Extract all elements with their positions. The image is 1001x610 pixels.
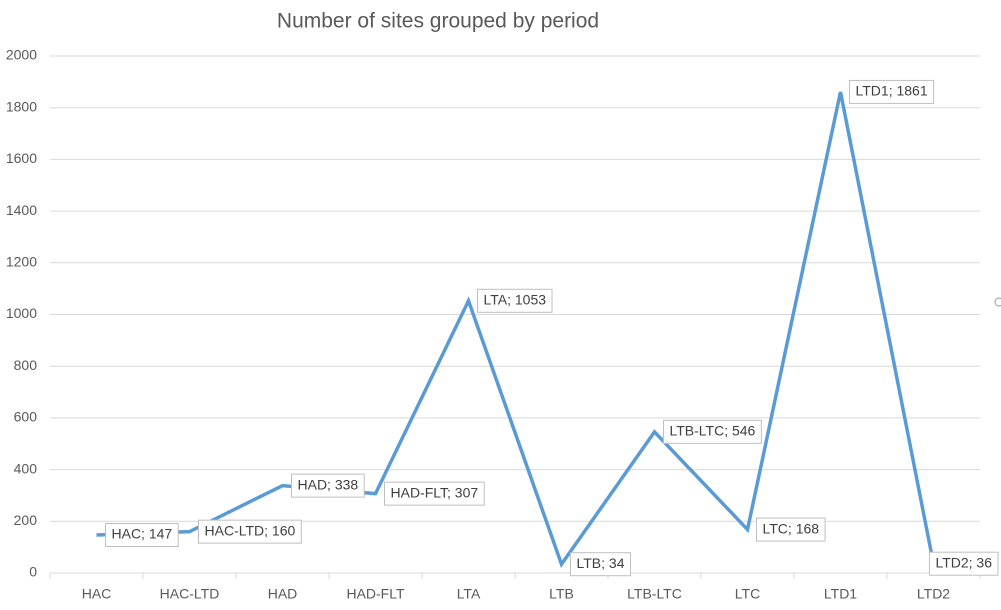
data-label-text: LTB-LTC; 546 <box>670 423 756 439</box>
y-tick-label: 200 <box>14 512 38 528</box>
data-label-text: HAC; 147 <box>112 526 173 542</box>
data-label-box <box>928 551 999 576</box>
x-tick-label: LTC <box>735 586 760 602</box>
data-label: LTA; 1053 <box>477 288 553 313</box>
y-tick-label: 2000 <box>6 47 37 63</box>
y-tick-label: 400 <box>14 460 38 476</box>
x-tick-label: HAD-FLT <box>346 586 405 602</box>
y-tick-label: 1200 <box>6 254 37 270</box>
data-label-text: LTD2; 36 <box>935 554 992 570</box>
data-label: HAD-FLT; 307 <box>384 481 485 506</box>
x-tick-label: LTB <box>549 586 574 602</box>
data-label-box <box>477 288 553 313</box>
data-label: HAD; 338 <box>291 473 365 498</box>
y-tick-label: 1400 <box>6 202 37 218</box>
data-label-box <box>663 419 762 444</box>
x-tick-label: LTD2 <box>917 586 950 602</box>
y-tick-label: 1800 <box>6 98 37 114</box>
resize-handle[interactable] <box>994 297 1001 307</box>
data-label: LTC; 168 <box>756 517 826 542</box>
x-tick-label: HAC-LTD <box>160 586 220 602</box>
data-label-box <box>291 473 365 498</box>
data-line <box>96 91 936 568</box>
data-label-text: LTC; 168 <box>763 520 820 536</box>
y-tick-label: 1000 <box>6 305 37 321</box>
chart-title: Number of sites grouped by period <box>277 10 599 33</box>
y-tick-label: 1600 <box>6 150 37 166</box>
y-tick-label: 0 <box>29 564 37 580</box>
x-tick-label: LTD1 <box>824 586 857 602</box>
data-label: LTD1; 1861 <box>849 79 935 104</box>
x-tick-label: HAC <box>82 586 112 602</box>
data-label-text: LTB; 34 <box>577 555 625 571</box>
data-label-text: HAC-LTD; 160 <box>205 522 296 538</box>
y-tick-label: 800 <box>14 357 38 373</box>
data-label: HAC-LTD; 160 <box>198 519 302 544</box>
data-label-box <box>756 517 826 542</box>
data-label-box <box>105 523 179 548</box>
data-label-box <box>384 481 485 506</box>
x-tick-label: LTA <box>457 586 481 602</box>
data-label: HAC; 147 <box>105 523 179 548</box>
data-label-text: LTD1; 1861 <box>856 83 928 99</box>
data-label-box <box>849 79 935 104</box>
y-tick-label: 600 <box>14 409 38 425</box>
x-tick-label: HAD <box>268 586 298 602</box>
data-label-text: HAD; 338 <box>298 476 359 492</box>
data-label-box <box>570 552 631 577</box>
data-label: LTB; 34 <box>570 552 631 577</box>
data-label-box <box>198 519 302 544</box>
data-label-text: HAD-FLT; 307 <box>391 484 479 500</box>
data-label: LTD2; 36 <box>928 551 999 576</box>
data-label: LTB-LTC; 546 <box>663 419 762 444</box>
x-tick-label: LTB-LTC <box>627 586 682 602</box>
data-label-text: LTA; 1053 <box>484 292 547 308</box>
